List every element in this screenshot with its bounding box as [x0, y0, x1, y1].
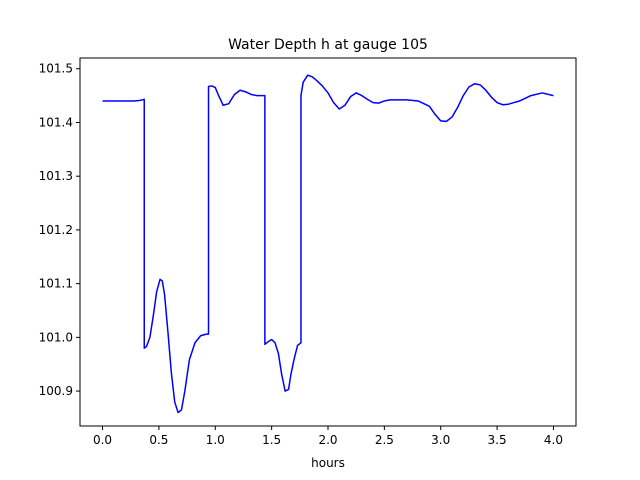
y-tick-label: 101.4 [39, 115, 73, 129]
x-axis-ticks: 0.0 0.5 1.0 1.5 2.0 2.5 3.0 3.5 4.0 [93, 426, 563, 447]
x-axis-label: hours [311, 456, 345, 470]
x-tick-label: 1.5 [262, 433, 281, 447]
x-tick-label: 0.0 [93, 433, 112, 447]
y-axis-ticks: 100.9 101.0 101.1 101.2 101.3 101.4 101.5 [39, 62, 80, 398]
x-tick-label: 0.5 [149, 433, 168, 447]
x-tick-label: 4.0 [544, 433, 563, 447]
y-tick-label: 100.9 [39, 384, 73, 398]
y-tick-label: 101.5 [39, 62, 73, 76]
x-tick-label: 2.0 [318, 433, 337, 447]
y-tick-label: 101.0 [39, 330, 73, 344]
x-tick-label: 3.5 [488, 433, 507, 447]
x-tick-label: 1.0 [206, 433, 225, 447]
series-line-0 [102, 74, 554, 414]
plot-lines [102, 74, 554, 414]
chart-title: Water Depth h at gauge 105 [228, 37, 428, 53]
plot-frame [79, 57, 577, 427]
y-tick-label: 101.1 [39, 277, 73, 291]
y-tick-label: 101.3 [39, 169, 73, 183]
x-tick-label: 2.5 [375, 433, 394, 447]
x-tick-label: 3.0 [431, 433, 450, 447]
y-tick-label: 101.2 [39, 223, 73, 237]
